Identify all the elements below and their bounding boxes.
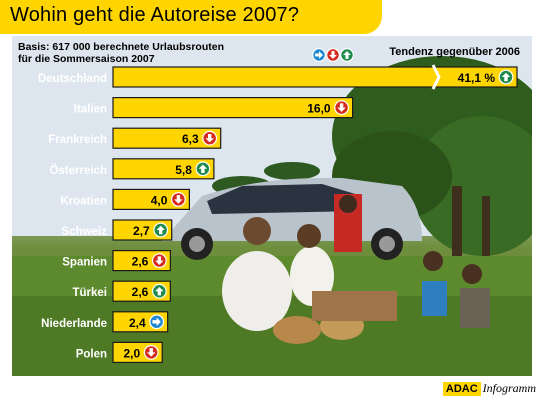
category-label: Kroatien <box>60 195 107 207</box>
value-label: 4,0 <box>151 193 168 207</box>
adac-logo: ADAC <box>442 382 481 396</box>
bar <box>112 158 215 180</box>
bar-chart: Deutschland 41,1 % Italien 16,0 Frankreich 6,… <box>38 48 518 363</box>
value-label: 2,6 <box>132 285 149 299</box>
page-title: Wohin geht die Autoreise 2007? <box>10 4 300 26</box>
trend-down-icon <box>170 191 186 207</box>
category-label: Frankreich <box>48 134 107 146</box>
value-label: 2,6 <box>132 255 149 269</box>
trend-up-icon <box>151 283 167 299</box>
value-label: 2,7 <box>133 224 150 238</box>
title-bar: Wohin geht die Autoreise 2007? <box>0 0 382 34</box>
value-label: 41,1 % <box>458 71 496 85</box>
value-label: 5,8 <box>175 163 192 177</box>
legend-label: Tendenz gegenüber 2006 <box>389 46 520 58</box>
category-label: Spanien <box>62 257 107 269</box>
category-label: Schweiz <box>62 226 108 238</box>
category-label: Türkei <box>72 287 107 299</box>
category-label: Deutschland <box>38 73 107 85</box>
trend-down-icon <box>202 130 218 146</box>
footer: ADAC Infogramm <box>442 381 536 396</box>
category-label: Österreich <box>49 164 107 177</box>
legend-same-icon <box>312 48 326 62</box>
basis-line-2: für die Sommersaison 2007 <box>18 53 155 65</box>
basis-line-1: Basis: 617 000 berechnete Urlaubsrouten <box>18 41 225 53</box>
trend-down-icon <box>143 345 159 360</box>
value-label: 2,4 <box>129 316 146 330</box>
category-label: Polen <box>76 348 107 360</box>
value-label: 6,3 <box>182 132 199 146</box>
trend-down-icon <box>334 100 350 115</box>
chart-frame: Basis: 617 000 berechnete Urlaubsrouten … <box>12 36 532 376</box>
value-label: 2,0 <box>124 346 141 360</box>
trend-up-icon <box>153 222 169 238</box>
bar <box>112 188 191 210</box>
axis-break <box>431 64 441 90</box>
bar <box>112 127 222 149</box>
legend-up-icon <box>340 48 354 62</box>
category-label: Niederlande <box>41 318 107 330</box>
bar <box>112 66 518 88</box>
infogramm-label: Infogramm <box>482 381 536 395</box>
trend-up-icon <box>195 161 211 177</box>
value-label: 16,0 <box>307 102 331 116</box>
bar <box>112 96 354 119</box>
category-label: Italien <box>74 104 107 116</box>
trend-down-icon <box>151 253 167 269</box>
trend-same-icon <box>149 314 165 330</box>
basis-note: Basis: 617 000 berechnete Urlaubsrouten … <box>18 41 224 65</box>
legend-down-icon <box>326 48 340 62</box>
trend-up-icon <box>498 69 514 85</box>
